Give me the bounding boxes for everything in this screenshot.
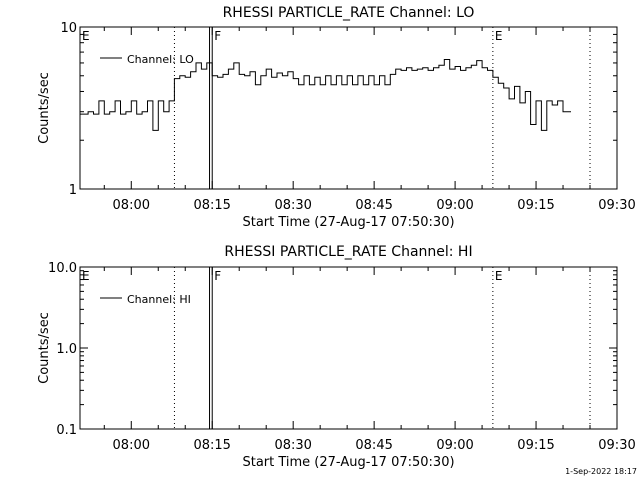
x-tick-label: 09:30 [598,438,635,453]
x-tick-label: 09:00 [436,198,473,213]
x-tick-label: 08:00 [113,198,150,213]
plot-frame [79,26,618,190]
event-marker-label: F [214,29,221,43]
x-tick-label: 08:00 [113,438,150,453]
chart-title: RHESSI PARTICLE_RATE Channel: HI [224,244,472,260]
lo-channel-panel: RHESSI PARTICLE_RATE Channel: LO 1 10 08:00… [37,5,636,230]
x-tick-label: 08:45 [355,438,392,453]
footer-timestamp: 1-Sep-2022 18:17 [565,467,637,476]
event-marker-label: E [495,29,503,43]
y-tick-label: 10.0 [48,261,77,276]
event-marker-label: F [214,269,221,283]
y-tick-label: 0.1 [56,423,77,438]
x-axis-label: Start Time (27-Aug-17 07:50:30) [242,455,454,470]
x-tick-label: 09:15 [517,198,554,213]
x-tick-label: 08:30 [274,438,311,453]
x-tick-label: 08:15 [193,438,230,453]
plot-frame [79,266,618,430]
x-axis-label: Start Time (27-Aug-17 07:50:30) [242,215,454,230]
legend-label: Channel: HI [127,293,191,306]
x-tick-label: 08:45 [355,198,392,213]
legend-label: Channel: LO [127,53,194,66]
hi-channel-panel: RHESSI PARTICLE_RATE Channel: HI 0.1 1.0 10… [37,244,636,470]
event-marker-label: E [82,29,90,43]
event-marker-label: E [495,269,503,283]
y-axis-label: Counts/sec [37,312,52,384]
x-tick-label: 08:15 [193,198,230,213]
event-marker-label: E [82,269,90,283]
x-tick-label: 09:15 [517,438,554,453]
y-axis-label: Counts/sec [37,72,52,144]
x-tick-label: 09:00 [436,438,473,453]
y-tick-label: 10 [60,21,77,36]
chart-title: RHESSI PARTICLE_RATE Channel: LO [223,5,475,21]
series-line [80,59,571,131]
x-tick-label: 09:30 [598,198,635,213]
x-tick-label: 08:30 [274,198,311,213]
y-tick-label: 1.0 [56,342,77,357]
y-tick-label: 1 [69,183,77,198]
